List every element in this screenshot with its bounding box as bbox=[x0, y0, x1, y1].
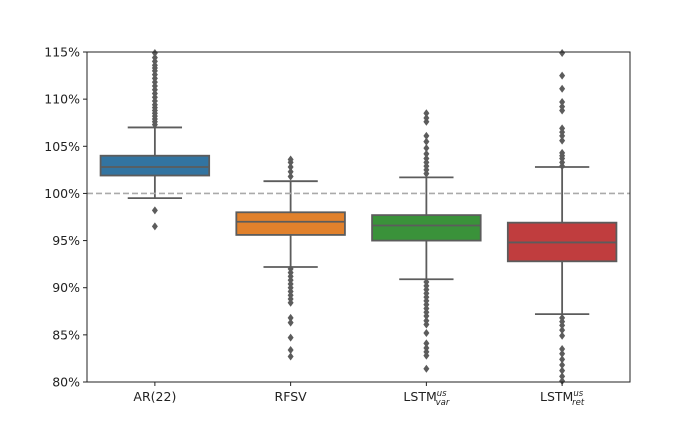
outlier-point bbox=[423, 312, 430, 320]
x-tick-label: LSTMus var bbox=[403, 389, 449, 408]
box-3 bbox=[506, 48, 618, 386]
outlier-point bbox=[423, 131, 430, 140]
y-tick-label: 105% bbox=[44, 139, 80, 154]
outlier-point bbox=[559, 71, 566, 80]
y-tick-label: 115% bbox=[44, 45, 80, 60]
outlier-point bbox=[151, 48, 158, 57]
outlier-point bbox=[559, 372, 566, 381]
outlier-point bbox=[423, 154, 430, 163]
outlier-point bbox=[151, 206, 158, 215]
iqr-box bbox=[99, 154, 211, 177]
outlier-point bbox=[559, 48, 566, 57]
outlier-point bbox=[559, 124, 566, 133]
boxes-layer bbox=[99, 48, 618, 386]
outlier-point bbox=[423, 351, 430, 360]
outlier-point bbox=[559, 355, 566, 364]
outlier-point bbox=[287, 333, 294, 342]
outlier-point bbox=[423, 149, 430, 158]
y-tick-label: 90% bbox=[52, 280, 80, 295]
y-tick-label: 110% bbox=[44, 92, 80, 107]
outlier-point bbox=[423, 320, 430, 329]
box-1 bbox=[235, 155, 346, 361]
outlier-point bbox=[151, 222, 158, 231]
outlier-point bbox=[559, 331, 566, 340]
outlier-point bbox=[559, 349, 566, 358]
outlier-point bbox=[559, 366, 566, 375]
outlier-point bbox=[423, 339, 430, 348]
outlier-point bbox=[287, 163, 294, 172]
outlier-point bbox=[287, 298, 294, 307]
outlier-point bbox=[559, 136, 566, 145]
y-tick-label: 100% bbox=[44, 186, 80, 201]
outlier-point bbox=[287, 345, 294, 354]
plot-frame bbox=[86, 51, 631, 383]
box-0 bbox=[99, 48, 211, 231]
outlier-point bbox=[287, 167, 294, 176]
outlier-point bbox=[423, 109, 430, 118]
y-tick-label: 85% bbox=[52, 327, 80, 342]
outlier-point bbox=[151, 53, 158, 62]
x-tick-label: AR(22) bbox=[133, 389, 176, 404]
y-tick-label: 80% bbox=[52, 375, 80, 390]
x-tick-label: RFSV bbox=[275, 389, 308, 404]
outlier-point bbox=[559, 326, 566, 335]
outlier-point bbox=[423, 364, 430, 373]
outlier-point bbox=[423, 144, 430, 153]
outlier-point bbox=[559, 148, 566, 157]
outlier-point bbox=[287, 155, 294, 164]
outlier-point bbox=[559, 97, 566, 106]
iqr-box bbox=[371, 214, 482, 242]
y-axis: 80% 85% 90% 95% 100% 105% 110% 115% bbox=[44, 45, 87, 390]
outlier-point bbox=[287, 172, 294, 181]
outlier-point bbox=[559, 321, 566, 330]
outlier-point bbox=[559, 84, 566, 93]
outlier-point bbox=[559, 361, 566, 370]
iqr-box bbox=[235, 211, 346, 236]
outlier-point bbox=[559, 102, 566, 111]
outlier-point bbox=[559, 345, 566, 353]
outlier-point bbox=[423, 114, 430, 122]
outlier-point bbox=[423, 328, 430, 337]
outlier-point bbox=[559, 377, 566, 386]
box-2 bbox=[371, 109, 482, 373]
outlier-point bbox=[287, 352, 294, 361]
outlier-point bbox=[423, 137, 430, 146]
outlier-point bbox=[287, 318, 294, 327]
outlier-point bbox=[287, 313, 294, 322]
x-axis: AR(22) RFSV LSTMus var LSTMus ret bbox=[133, 382, 585, 408]
x-tick-label: LSTMus ret bbox=[540, 389, 585, 408]
y-tick-label: 95% bbox=[52, 233, 80, 248]
